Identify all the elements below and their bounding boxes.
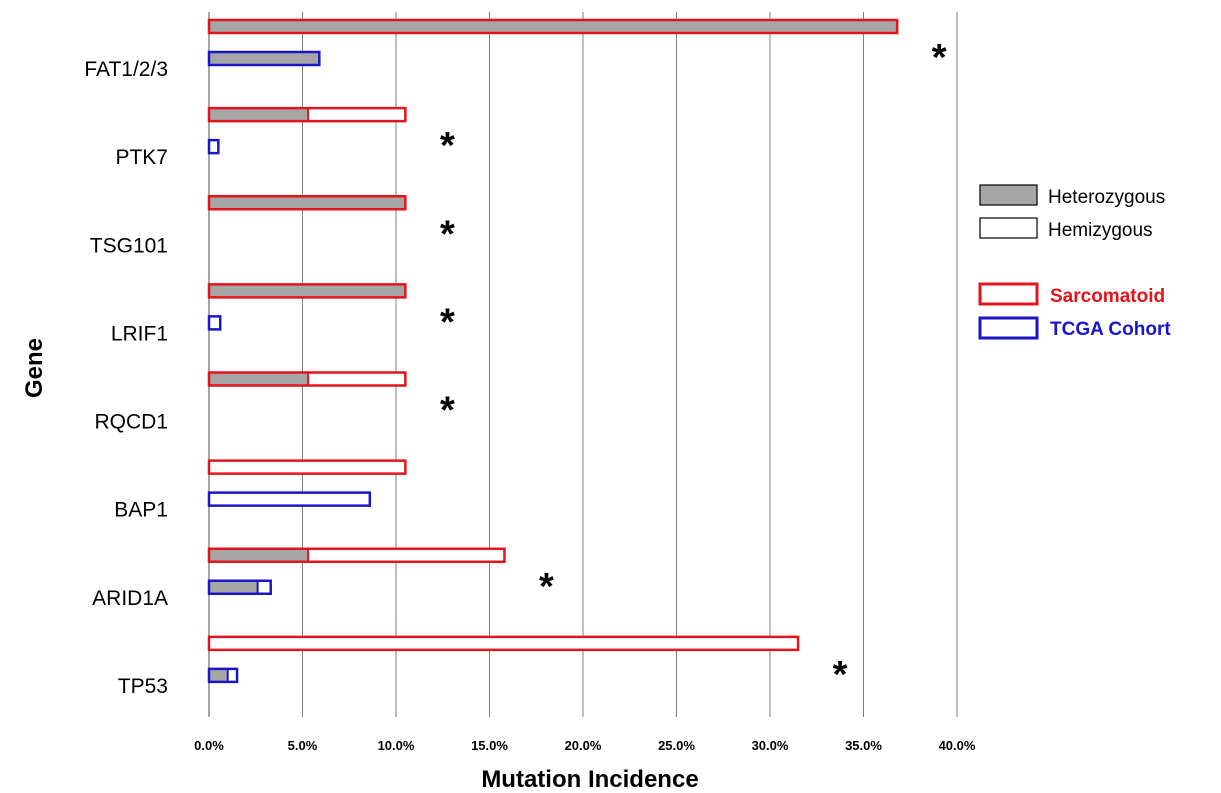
- significance-marker: *: [833, 654, 848, 696]
- bar-outline-sarcomatoid-fat1-2-3: [207, 18, 899, 35]
- legend-label-hemizygous: Hemizygous: [1048, 220, 1153, 241]
- bar-outline-sarcomatoid-tp53: [207, 635, 800, 652]
- legend-label-tcga: TCGA Cohort: [1050, 319, 1171, 340]
- x-tick-label: 10.0%: [378, 738, 415, 753]
- bar-sarcomatoid-heterozygous-rqcd1: [209, 372, 309, 386]
- legend-swatch-hemizygous: [979, 217, 1038, 239]
- legend-swatch-heterozygous: [979, 184, 1038, 206]
- legend-label-sarcomatoid: Sarcomatoid: [1050, 286, 1165, 307]
- bar-sarcomatoid-heterozygous-arid1a: [209, 548, 309, 562]
- y-tick-label: FAT1/2/3: [84, 58, 168, 81]
- x-tick-label: 20.0%: [565, 738, 602, 753]
- legend-label-heterozygous: Heterozygous: [1048, 187, 1165, 208]
- y-tick-label: TP53: [118, 675, 168, 698]
- bar-tcga-cohort-hemizygous-ptk7: [209, 140, 219, 154]
- x-axis-title: Mutation Incidence: [481, 766, 698, 793]
- significance-marker: *: [440, 213, 455, 255]
- x-tick-label: 40.0%: [939, 738, 976, 753]
- bar-outline-sarcomatoid-arid1a: [207, 547, 506, 563]
- bar-outline-sarcomatoid-lrif1: [207, 283, 407, 299]
- bar-sarcomatoid-heterozygous-tsg101: [209, 196, 406, 210]
- bar-sarcomatoid-heterozygous-ptk7: [209, 108, 309, 122]
- bar-outline-tcga-cohort-tp53: [207, 667, 239, 684]
- bar-sarcomatoid-heterozygous-fat1-2-3: [209, 20, 898, 33]
- y-axis-title: Gene: [21, 338, 48, 398]
- bar-outline-tcga-cohort-fat1-2-3: [207, 50, 321, 67]
- y-tick-label: LRIF1: [111, 322, 168, 345]
- significance-marker: *: [440, 301, 455, 343]
- legend-swatch-tcga: [978, 316, 1039, 340]
- bar-tcga-cohort-heterozygous-fat1-2-3: [209, 52, 320, 65]
- bar-tcga-cohort-heterozygous-arid1a: [209, 580, 258, 594]
- bar-outline-tcga-cohort-bap1: [207, 491, 372, 507]
- y-tick-label: RQCD1: [94, 411, 168, 434]
- bar-outline-sarcomatoid-tsg101: [207, 195, 407, 211]
- bar-sarcomatoid-hemizygous-tp53: [209, 636, 799, 650]
- x-tick-label: 0.0%: [194, 738, 224, 753]
- bar-outline-sarcomatoid-bap1: [207, 459, 407, 475]
- y-tick-label: TSG101: [90, 234, 168, 257]
- bar-outline-sarcomatoid-rqcd1: [207, 371, 407, 387]
- x-tick-label: 15.0%: [471, 738, 508, 753]
- x-tick-label: 35.0%: [845, 738, 882, 753]
- bar-outline-sarcomatoid-ptk7: [207, 106, 407, 123]
- legend-swatch-sarcomatoid: [978, 282, 1039, 306]
- bar-sarcomatoid-hemizygous-ptk7: [308, 108, 406, 122]
- y-tick-label: ARID1A: [92, 587, 168, 610]
- legend: Heterozygous Hemizygous Sarcomatoid TCGA…: [978, 184, 1171, 340]
- bar-tcga-cohort-hemizygous-arid1a: [257, 580, 271, 594]
- labels-layer: 0.0% 5.0% 10.0% 15.0% 20.0% 25.0% 30.0% 35.0% 40…: [84, 37, 976, 753]
- bar-sarcomatoid-hemizygous-rqcd1: [308, 372, 406, 386]
- significance-marker: *: [440, 125, 455, 167]
- significance-marker: *: [932, 37, 947, 79]
- bar-outline-tcga-cohort-lrif1: [207, 315, 222, 331]
- bar-tcga-cohort-hemizygous-bap1: [209, 492, 370, 506]
- y-tick-label: BAP1: [114, 499, 168, 522]
- bar-sarcomatoid-hemizygous-bap1: [209, 460, 406, 474]
- bar-tcga-cohort-hemizygous-lrif1: [209, 316, 221, 330]
- bar-tcga-cohort-hemizygous-tp53: [227, 668, 238, 682]
- bar-tcga-cohort-heterozygous-tp53: [209, 668, 228, 682]
- x-tick-label: 25.0%: [658, 738, 695, 753]
- x-tick-label: 30.0%: [752, 738, 789, 753]
- bar-outline-tcga-cohort-ptk7: [207, 138, 220, 155]
- significance-marker: *: [440, 390, 455, 432]
- bars-layer: [207, 18, 899, 684]
- bar-sarcomatoid-heterozygous-lrif1: [209, 284, 406, 298]
- grid-layer: [208, 12, 958, 717]
- y-tick-label: PTK7: [115, 146, 168, 169]
- significance-marker: *: [539, 566, 554, 608]
- x-tick-label: 5.0%: [288, 738, 318, 753]
- bar-sarcomatoid-hemizygous-arid1a: [308, 548, 505, 562]
- bar-outline-tcga-cohort-arid1a: [207, 579, 272, 595]
